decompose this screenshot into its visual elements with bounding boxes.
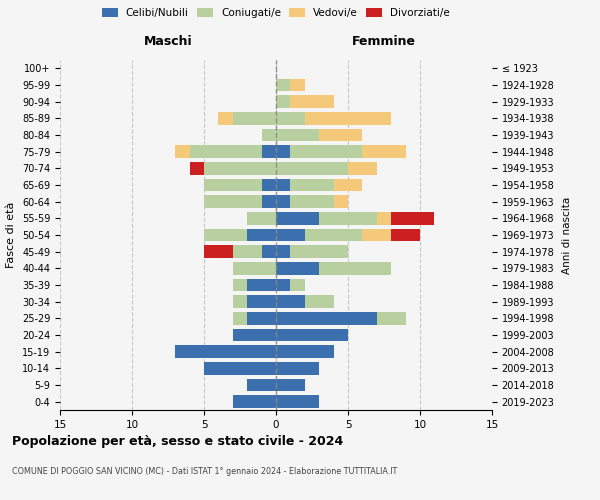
Bar	[204, 362, 276, 374]
Bar	[290, 146, 362, 158]
Bar	[305, 296, 334, 308]
Legend: Celibi/Nubili, Coniugati/e, Vedovi/e, Divorziati/e: Celibi/Nubili, Coniugati/e, Vedovi/e, Di…	[102, 8, 450, 18]
Bar	[233, 312, 247, 324]
Bar	[204, 229, 247, 241]
Bar	[276, 396, 319, 408]
Bar	[276, 146, 290, 158]
Bar	[276, 279, 290, 291]
Bar	[262, 196, 276, 208]
Bar	[247, 279, 276, 291]
Bar	[204, 179, 262, 192]
Bar	[276, 362, 319, 374]
Bar	[190, 162, 204, 174]
Bar	[276, 312, 377, 324]
Bar	[276, 329, 348, 341]
Bar	[362, 229, 391, 241]
Text: Popolazione per età, sesso e stato civile - 2024: Popolazione per età, sesso e stato civil…	[12, 435, 343, 448]
Bar	[305, 112, 391, 124]
Bar	[391, 212, 434, 224]
Bar	[391, 229, 420, 241]
Y-axis label: Fasce di età: Fasce di età	[7, 202, 16, 268]
Bar	[276, 262, 319, 274]
Bar	[190, 146, 262, 158]
Bar	[276, 229, 305, 241]
Bar	[276, 212, 319, 224]
Bar	[204, 246, 233, 258]
Bar	[233, 262, 276, 274]
Bar	[290, 179, 334, 192]
Bar	[276, 79, 290, 92]
Text: COMUNE DI POGGIO SAN VICINO (MC) - Dati ISTAT 1° gennaio 2024 - Elaborazione TUT: COMUNE DI POGGIO SAN VICINO (MC) - Dati …	[12, 468, 397, 476]
Bar	[262, 129, 276, 141]
Bar	[305, 229, 362, 241]
Bar	[276, 179, 290, 192]
Text: Femmine: Femmine	[352, 36, 416, 49]
Bar	[319, 262, 391, 274]
Bar	[276, 296, 305, 308]
Bar	[262, 246, 276, 258]
Bar	[276, 346, 334, 358]
Bar	[247, 379, 276, 391]
Bar	[276, 379, 305, 391]
Bar	[377, 312, 406, 324]
Bar	[204, 162, 276, 174]
Bar	[233, 296, 247, 308]
Bar	[319, 212, 377, 224]
Bar	[262, 146, 276, 158]
Bar	[276, 162, 348, 174]
Bar	[290, 196, 334, 208]
Bar	[233, 279, 247, 291]
Bar	[334, 179, 362, 192]
Text: Maschi: Maschi	[143, 36, 193, 49]
Bar	[175, 146, 190, 158]
Bar	[319, 129, 362, 141]
Bar	[233, 112, 276, 124]
Bar	[218, 112, 233, 124]
Bar	[276, 196, 290, 208]
Bar	[175, 346, 276, 358]
Bar	[290, 246, 348, 258]
Bar	[276, 246, 290, 258]
Bar	[348, 162, 377, 174]
Bar	[276, 96, 290, 108]
Bar	[276, 112, 305, 124]
Bar	[290, 96, 334, 108]
Y-axis label: Anni di nascita: Anni di nascita	[562, 196, 572, 274]
Bar	[290, 279, 305, 291]
Bar	[247, 296, 276, 308]
Bar	[262, 179, 276, 192]
Bar	[377, 212, 391, 224]
Bar	[233, 246, 262, 258]
Bar	[362, 146, 406, 158]
Bar	[233, 329, 276, 341]
Bar	[233, 396, 276, 408]
Bar	[247, 212, 276, 224]
Bar	[247, 312, 276, 324]
Bar	[334, 196, 348, 208]
Bar	[290, 79, 305, 92]
Bar	[276, 129, 319, 141]
Bar	[247, 229, 276, 241]
Bar	[204, 196, 262, 208]
